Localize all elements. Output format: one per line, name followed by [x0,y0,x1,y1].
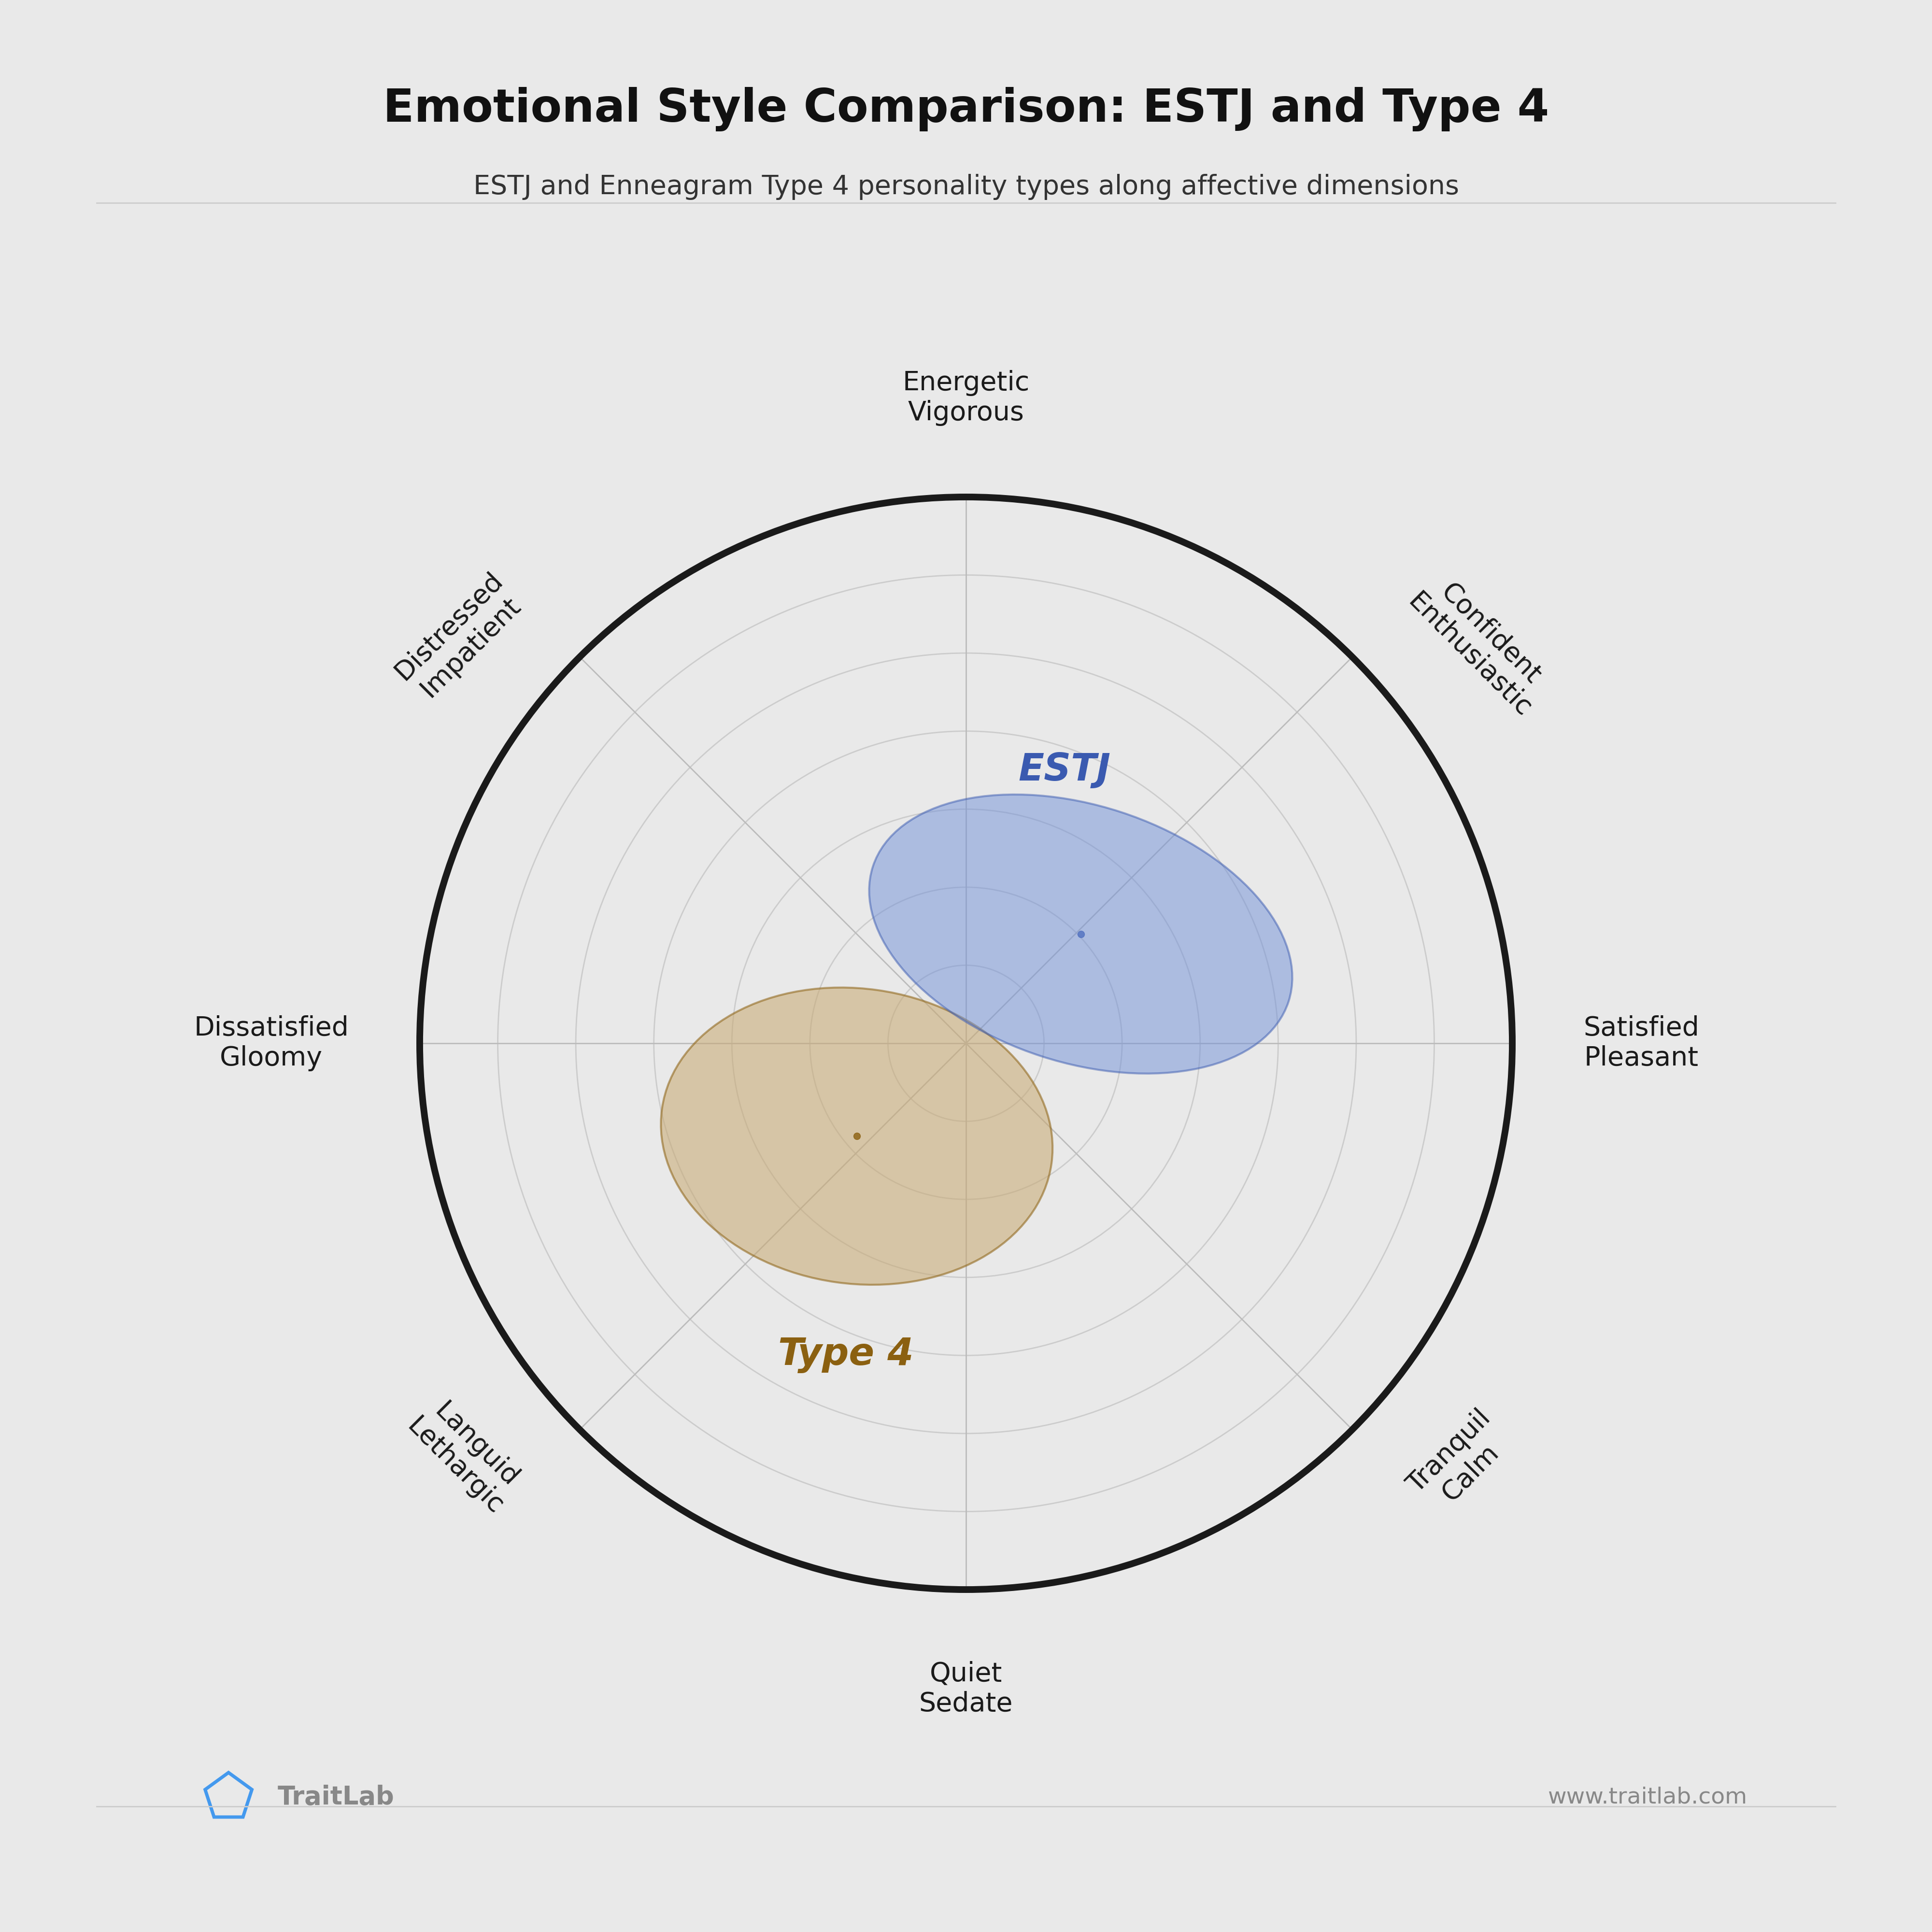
Text: Emotional Style Comparison: ESTJ and Type 4: Emotional Style Comparison: ESTJ and Typ… [383,87,1549,131]
Text: www.traitlab.com: www.traitlab.com [1548,1787,1747,1808]
Text: Dissatisfied
Gloomy: Dissatisfied Gloomy [193,1014,348,1072]
Text: ESTJ and Enneagram Type 4 personality types along affective dimensions: ESTJ and Enneagram Type 4 personality ty… [473,174,1459,201]
Text: ESTJ: ESTJ [1018,752,1111,788]
Text: Satisfied
Pleasant: Satisfied Pleasant [1584,1014,1698,1072]
Text: TraitLab: TraitLab [278,1785,394,1810]
Text: Quiet
Sedate: Quiet Sedate [920,1662,1012,1718]
Text: Tranquil
Calm: Tranquil Calm [1403,1405,1517,1520]
Text: Energetic
Vigorous: Energetic Vigorous [902,369,1030,425]
Ellipse shape [869,794,1293,1074]
Text: Distressed
Impatient: Distressed Impatient [390,566,529,707]
Text: Languid
Lethargic: Languid Lethargic [402,1391,529,1520]
Ellipse shape [661,987,1053,1285]
Text: Type 4: Type 4 [779,1337,914,1374]
Text: Confident
Enthusiastic: Confident Enthusiastic [1403,566,1557,723]
